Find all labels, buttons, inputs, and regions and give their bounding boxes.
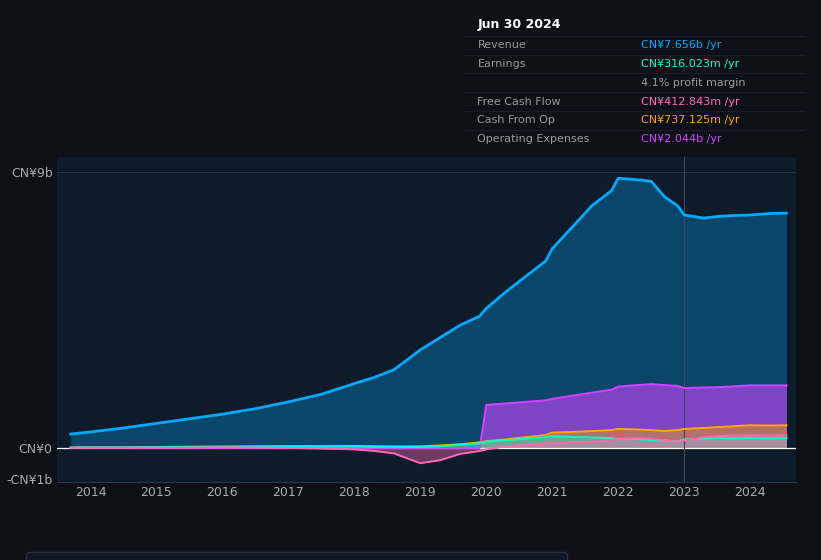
Legend: Revenue, Earnings, Free Cash Flow, Cash From Op, Operating Expenses: Revenue, Earnings, Free Cash Flow, Cash … — [26, 553, 566, 560]
Text: CN¥2.044b /yr: CN¥2.044b /yr — [641, 134, 722, 144]
Text: Revenue: Revenue — [478, 40, 526, 50]
Text: Operating Expenses: Operating Expenses — [478, 134, 589, 144]
Text: Cash From Op: Cash From Op — [478, 115, 555, 125]
Text: Free Cash Flow: Free Cash Flow — [478, 96, 561, 106]
Text: Earnings: Earnings — [478, 59, 526, 69]
Text: 4.1% profit margin: 4.1% profit margin — [641, 78, 745, 88]
Text: CN¥412.843m /yr: CN¥412.843m /yr — [641, 96, 740, 106]
Text: CN¥316.023m /yr: CN¥316.023m /yr — [641, 59, 739, 69]
Text: CN¥737.125m /yr: CN¥737.125m /yr — [641, 115, 740, 125]
Text: CN¥7.656b /yr: CN¥7.656b /yr — [641, 40, 722, 50]
Text: Jun 30 2024: Jun 30 2024 — [478, 18, 561, 31]
